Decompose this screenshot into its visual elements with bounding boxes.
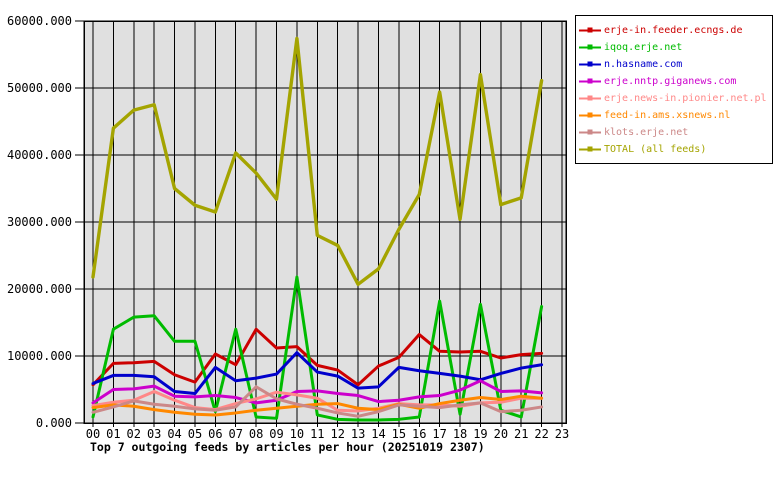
- x-axis-tick-label: 13: [351, 427, 365, 441]
- legend-line-marker-icon: [579, 112, 601, 118]
- legend-label: erje.nntp.giganews.com: [604, 76, 737, 87]
- legend-item: iqoq.erje.net: [576, 39, 772, 56]
- x-axis-tick-label: 05: [188, 427, 202, 441]
- chart-title: Top 7 outgoing feeds by articles per hou…: [90, 440, 485, 454]
- legend-item: klots.erje.net: [576, 124, 772, 141]
- series-line-n-hasname-com: [91, 351, 544, 396]
- legend-item: erje-in.feeder.ecngs.de: [576, 22, 772, 39]
- x-axis-tick-label: 16: [412, 427, 426, 441]
- x-axis-tick-label: 06: [208, 427, 222, 441]
- x-axis-tick-label: 21: [514, 427, 528, 441]
- x-axis-tick-label: 18: [453, 427, 467, 441]
- legend-item: erje.news-in.pionier.net.pl: [576, 90, 772, 107]
- x-axis-tick-label: 03: [147, 427, 161, 441]
- legend-label: iqoq.erje.net: [604, 42, 683, 53]
- y-axis-tick-label: 10000.000: [7, 349, 72, 363]
- x-axis-tick-label: 02: [127, 427, 141, 441]
- x-axis-tick-label: 19: [473, 427, 487, 441]
- legend-line-marker-icon: [579, 27, 601, 33]
- x-axis-tick-label: 15: [392, 427, 406, 441]
- legend-item: feed-in.ams.xsnews.nl: [576, 107, 772, 124]
- x-axis-tick-label: 22: [534, 427, 548, 441]
- x-axis-tick-label: 14: [371, 427, 385, 441]
- legend-label: erje.news-in.pionier.net.pl: [604, 93, 767, 104]
- legend-line-marker-icon: [579, 78, 601, 84]
- legend-item: n.hasname.com: [576, 56, 772, 73]
- series-line-klots-erje-net: [91, 385, 544, 418]
- y-axis-tick-label: 20000.000: [7, 282, 72, 296]
- legend-line-marker-icon: [579, 44, 601, 50]
- legend-label: klots.erje.net: [604, 127, 689, 138]
- legend-item: erje.nntp.giganews.com: [576, 73, 772, 90]
- legend-line-marker-icon: [579, 146, 601, 152]
- y-axis-tick-label: 30000.000: [7, 215, 72, 229]
- legend-line-marker-icon: [579, 61, 601, 67]
- chart-legend: erje-in.feeder.ecngs.de iqoq.erje.net n.ha…: [575, 15, 773, 164]
- x-axis-tick-label: 23: [555, 427, 569, 441]
- y-axis-tick-label: 60000.000: [7, 14, 72, 28]
- x-axis-tick-label: 01: [106, 427, 120, 441]
- x-axis-tick-label: 08: [249, 427, 263, 441]
- x-axis-tick-label: 07: [229, 427, 243, 441]
- series-line-total-all-feeds: [91, 36, 544, 287]
- series-line-erje-nntp-giganews-com: [91, 379, 544, 405]
- series-line-erje-in-feeder-ecngs-de: [91, 327, 544, 387]
- x-axis-tick-label: 12: [330, 427, 344, 441]
- legend-item: TOTAL (all feeds): [576, 141, 772, 158]
- x-axis-tick-label: 04: [167, 427, 181, 441]
- legend-label: erje-in.feeder.ecngs.de: [604, 25, 743, 36]
- y-axis-tick-label: 0.000: [36, 416, 72, 430]
- x-axis-tick-label: 09: [269, 427, 283, 441]
- legend-label: n.hasname.com: [604, 59, 683, 70]
- x-axis-tick-label: 20: [494, 427, 508, 441]
- legend-label: TOTAL (all feeds): [604, 144, 707, 155]
- legend-label: feed-in.ams.xsnews.nl: [604, 110, 731, 121]
- plot-border: [83, 20, 567, 424]
- y-axis-tick-label: 40000.000: [7, 148, 72, 162]
- x-axis-tick-label: 17: [432, 427, 446, 441]
- legend-line-marker-icon: [579, 95, 601, 101]
- x-axis-tick-label: 00: [86, 427, 100, 441]
- x-axis-tick-label: 11: [310, 427, 324, 441]
- series-line-feed-in-ams-xsnews-nl: [91, 394, 544, 417]
- legend-line-marker-icon: [579, 129, 601, 135]
- x-axis-tick-label: 10: [290, 427, 304, 441]
- y-axis-tick-label: 50000.000: [7, 81, 72, 95]
